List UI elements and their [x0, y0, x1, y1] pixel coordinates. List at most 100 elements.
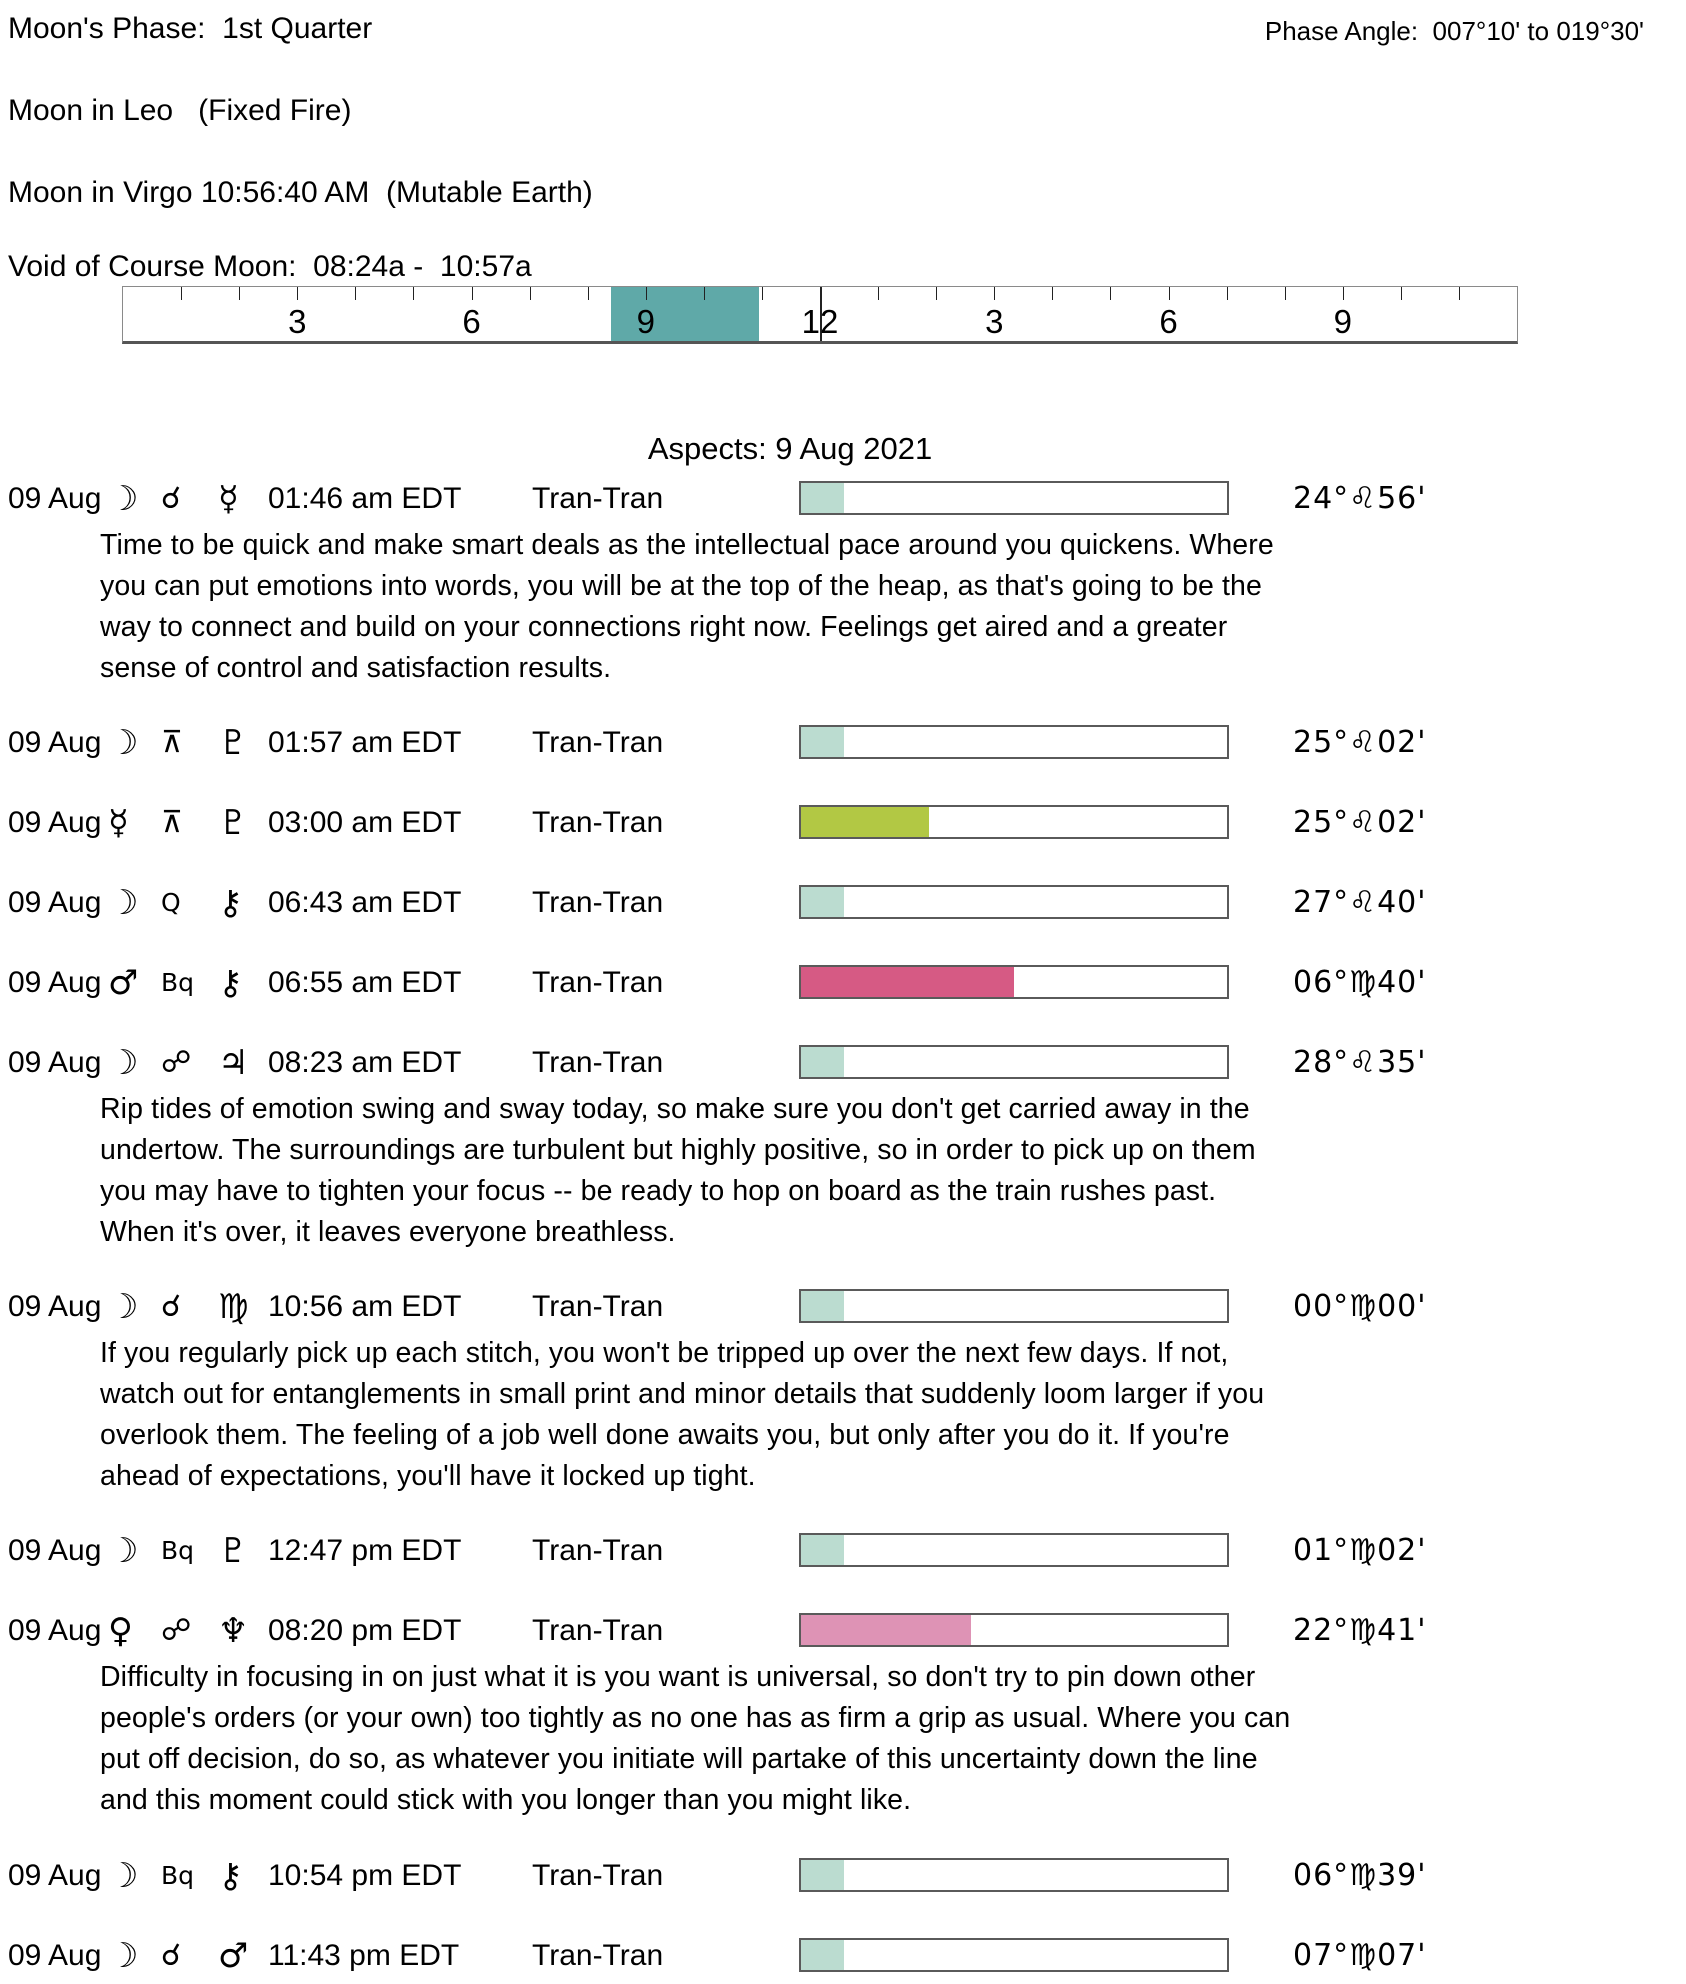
hour-label: 9: [636, 303, 655, 340]
orb-bar: [799, 1533, 1229, 1568]
moon-icon: ☽: [108, 1531, 139, 1572]
aspect-time: 06:43 am EDT: [268, 886, 462, 920]
moon-in-leo-line: Moon in Leo (Fixed Fire): [8, 94, 352, 127]
aspect-type: Tran-Tran: [532, 1858, 664, 1892]
hour-label: 6: [462, 303, 481, 340]
aspect-time: 12:47 pm EDT: [268, 1534, 462, 1568]
aspect-date: 09 Aug: [8, 1858, 102, 1892]
pluto-icon: ♇: [218, 803, 249, 844]
aspect-time: 10:54 pm EDT: [268, 1858, 462, 1892]
aspect-degree: 25°♌02': [1293, 725, 1427, 761]
chiron-icon: ⚷: [218, 963, 243, 1004]
aspect-date: 09 Aug: [8, 1290, 102, 1324]
quincunx-icon: ⊼: [161, 805, 183, 841]
aspect-degree: 24°♌56': [1293, 481, 1427, 516]
aspect-degree: 22°♍41': [1293, 1613, 1427, 1649]
orb-bar-fill: [801, 727, 844, 758]
orb-bar: [799, 965, 1229, 1000]
aspect-time: 10:56 am EDT: [268, 1290, 462, 1324]
hour-tick: [1226, 287, 1228, 300]
aspect-degree: 28°♌35': [1293, 1045, 1427, 1081]
aspect-degree: 00°♍00': [1293, 1289, 1427, 1325]
hour-tick: [1168, 287, 1170, 300]
biquintile-icon: Bq: [161, 1536, 195, 1566]
aspect-row: 09 Aug ☽ Bq ♇ 12:47 pm EDT Tran-Tran 01°…: [0, 1533, 1686, 1569]
orb-bar-fill: [801, 967, 1014, 998]
orb-bar: [799, 725, 1229, 760]
orb-bar-fill: [801, 483, 844, 513]
hour-tick: [471, 287, 473, 300]
pluto-icon: ♇: [218, 1531, 249, 1572]
hour-tick: [239, 287, 241, 300]
moon-icon: ☽: [108, 1855, 139, 1896]
hour-label: 3: [985, 303, 1004, 340]
aspect-row: 09 Aug ☽ ☌ ♍ 10:56 am EDT Tran-Tran 00°♍…: [0, 1289, 1686, 1325]
mars-icon: ♂: [108, 963, 139, 1004]
hour-tick: [936, 287, 938, 300]
moon-icon: ☽: [108, 1935, 139, 1976]
aspect-time: 03:00 am EDT: [268, 806, 462, 840]
chiron-icon: ⚷: [218, 1855, 243, 1896]
aspect-row: 09 Aug ☿ ⊼ ♇ 03:00 am EDT Tran-Tran 25°♌…: [0, 805, 1686, 841]
aspect-degree: 01°♍02': [1293, 1533, 1427, 1569]
hour-tick: [1052, 287, 1054, 300]
aspect-degree: 25°♌02': [1293, 805, 1427, 841]
mercury-icon: ☿: [218, 479, 239, 519]
aspect-type: Tran-Tran: [532, 726, 664, 760]
aspect-description: Time to be quick and make smart deals as…: [100, 529, 1274, 685]
orb-bar-fill: [801, 1047, 844, 1078]
hour-tick: [413, 287, 415, 300]
aspect-time: 11:43 pm EDT: [268, 1938, 460, 1972]
conjunction-icon: ☌: [161, 1937, 182, 1973]
venus-icon: ♀: [108, 1611, 133, 1652]
aspect-type: Tran-Tran: [532, 1046, 664, 1080]
aspect-type: Tran-Tran: [532, 1534, 664, 1568]
moon-icon: ☽: [108, 1287, 139, 1328]
void-of-course-line: Void of Course Moon: 08:24a - 10:57a: [8, 250, 532, 283]
aspect-type: Tran-Tran: [532, 886, 664, 920]
conjunction-icon: ☌: [161, 1289, 182, 1325]
aspect-type: Tran-Tran: [532, 482, 664, 515]
virgo-icon: ♍: [218, 1287, 249, 1328]
hour-label: 9: [1333, 303, 1352, 340]
opposition-icon: ☍: [161, 1045, 192, 1081]
aspect-date: 09 Aug: [8, 1534, 102, 1568]
aspect-row: 09 Aug ♀ ☍ ♆ 08:20 pm EDT Tran-Tran 22°♍…: [0, 1613, 1686, 1649]
aspect-row: 09 Aug ☽ ☍ ♃ 08:23 am EDT Tran-Tran 28°♌…: [0, 1045, 1686, 1081]
hour-tick: [703, 287, 705, 300]
jupiter-icon: ♃: [218, 1043, 249, 1084]
aspect-date: 09 Aug: [8, 482, 102, 515]
orb-bar: [799, 1289, 1229, 1324]
pluto-icon: ♇: [218, 723, 249, 764]
hour-tick: [878, 287, 880, 300]
aspect-time: 06:55 am EDT: [268, 966, 462, 1000]
aspect-row: 09 Aug ♂ Bq ⚷ 06:55 am EDT Tran-Tran 06°…: [0, 965, 1686, 1001]
orb-bar-fill: [801, 1291, 844, 1322]
orb-bar: [799, 1613, 1229, 1648]
quintile-icon: Q: [161, 888, 181, 918]
aspect-date: 09 Aug: [8, 806, 102, 840]
aspect-time: 01:57 am EDT: [268, 726, 462, 760]
moon-icon: ☽: [108, 723, 139, 764]
aspect-row: 09 Aug ☽ Bq ⚷ 10:54 pm EDT Tran-Tran 06°…: [0, 1855, 1686, 1896]
aspect-description: Difficulty in focusing in on just what i…: [100, 1661, 1291, 1817]
orb-bar: [799, 1937, 1229, 1972]
aspect-description: If you regularly pick up each stitch, yo…: [100, 1337, 1265, 1493]
orb-bar: [799, 1045, 1229, 1080]
opposition-icon: ☍: [161, 1613, 192, 1649]
hour-label: 6: [1159, 303, 1178, 340]
moon-icon: ☽: [108, 1043, 139, 1084]
aspect-time: 01:46 am EDT: [268, 482, 462, 515]
biquintile-icon: Bq: [161, 968, 195, 998]
chiron-icon: ⚷: [218, 883, 243, 924]
hour-tick: [994, 287, 996, 300]
aspect-degree: 06°♍39': [1293, 1857, 1427, 1893]
aspect-degree: 07°♍07': [1293, 1937, 1427, 1973]
moon-icon: ☽: [108, 883, 139, 924]
neptune-icon: ♆: [218, 1611, 249, 1652]
aspect-type: Tran-Tran: [532, 806, 664, 840]
hour-tick: [181, 287, 183, 300]
phase-angle-line: Phase Angle: 007°10' to 019°30': [1264, 16, 1644, 46]
aspect-date: 09 Aug: [8, 726, 102, 760]
hour-tick: [587, 287, 589, 300]
